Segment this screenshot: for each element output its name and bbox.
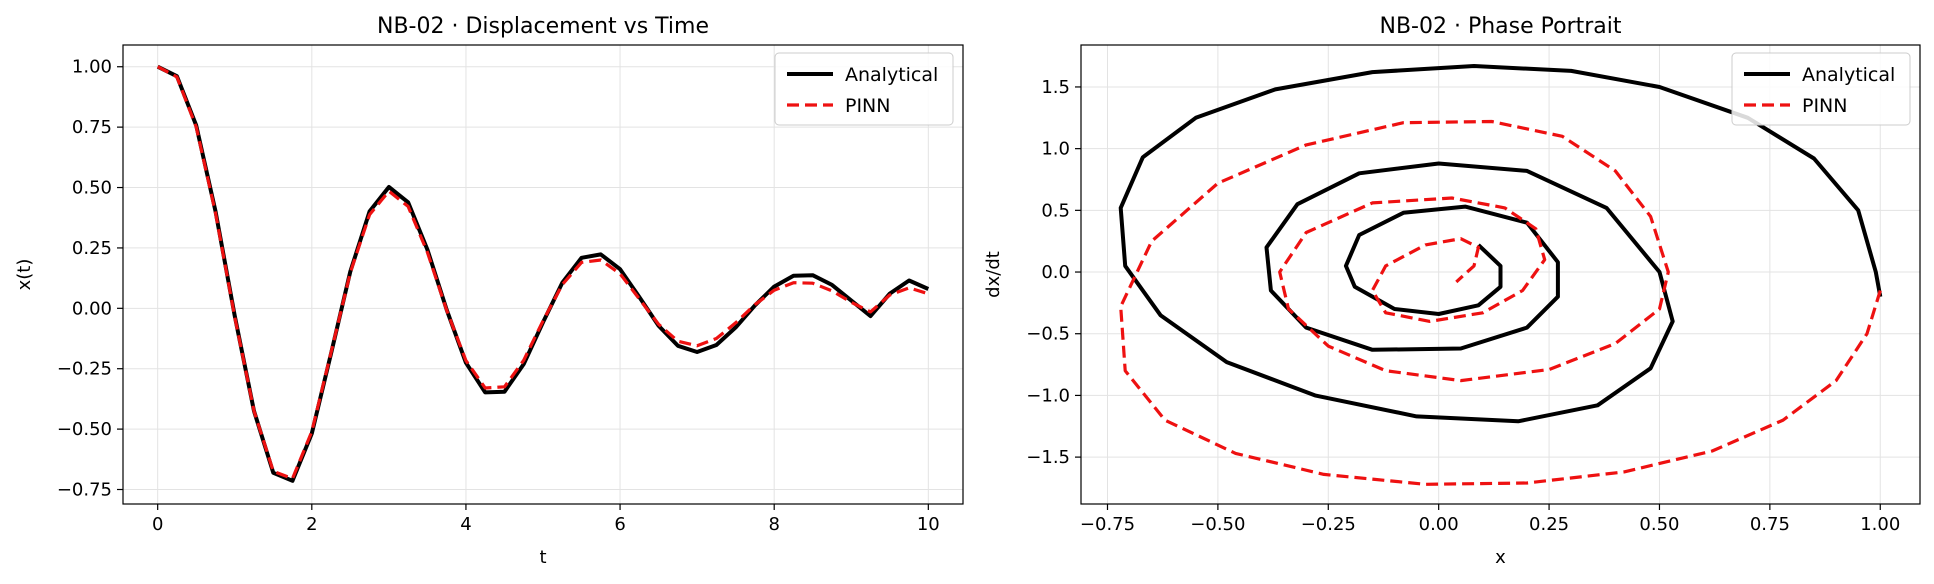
displacement-ytick-label-5: −0.25 xyxy=(57,359,112,380)
displacement-xtick-label-2: 4 xyxy=(460,514,471,535)
phase-xtick-label-6: 0.75 xyxy=(1750,514,1790,535)
displacement-ytick-label-1: 0.75 xyxy=(72,117,112,138)
displacement-axes-frame xyxy=(122,44,964,505)
phase-xtick-label-2: −0.25 xyxy=(1301,514,1356,535)
displacement-xtick-label-1: 2 xyxy=(306,514,317,535)
phase-ytick-label-1: 1.0 xyxy=(1041,139,1070,160)
phase-xtick-label-5: 0.50 xyxy=(1639,514,1679,535)
displacement-x-axis-label: t xyxy=(539,547,546,568)
displacement-ytick-label-3: 0.25 xyxy=(72,238,112,259)
displacement-ytick-label-7: −0.75 xyxy=(57,480,112,501)
phase-series-pinn-line xyxy=(1119,119,1882,486)
phase-legend-label-analytical: Analytical xyxy=(1802,64,1895,86)
phase-axes-frame xyxy=(1080,44,1921,505)
phase-legend-label-pinn: PINN xyxy=(1802,95,1848,117)
displacement-ytick-label-6: −0.50 xyxy=(57,419,112,440)
phase-ytick-label-6: −1.5 xyxy=(1026,447,1070,468)
phase-series-analytical-line xyxy=(1118,64,1883,424)
displacement-y-axis-label: x(t) xyxy=(14,259,35,291)
phase-ytick-label-5: −1.0 xyxy=(1026,385,1070,406)
displacement-legend: Analytical PINN xyxy=(774,52,954,126)
displacement-xtick-label-0: 0 xyxy=(152,514,163,535)
phase-ytick-label-3: 0.0 xyxy=(1041,262,1070,283)
displacement-legend-label-pinn: PINN xyxy=(845,95,891,117)
phase-xtick-label-4: 0.25 xyxy=(1529,514,1569,535)
displacement-ytick-label-4: 0.00 xyxy=(72,298,112,319)
phase-y-axis-label: dx/dt xyxy=(983,251,1004,298)
phase-ytick-label-0: 1.5 xyxy=(1041,77,1070,98)
phase-legend: Analytical PINN xyxy=(1731,52,1911,126)
displacement-chart-title: NB-02 · Displacement vs Time xyxy=(377,14,709,39)
phase-ytick-label-2: 0.5 xyxy=(1041,200,1070,221)
phase-xtick-label-0: −0.75 xyxy=(1080,514,1135,535)
phase-x-axis-label: x xyxy=(1495,547,1506,568)
displacement-ytick-label-0: 1.00 xyxy=(72,57,112,78)
displacement-legend-label-analytical: Analytical xyxy=(845,64,938,86)
phase-xtick-label-3: 0.00 xyxy=(1419,514,1459,535)
phase-xtick-label-7: 1.00 xyxy=(1860,514,1900,535)
displacement-xtick-label-4: 8 xyxy=(768,514,779,535)
displacement-xtick-label-3: 6 xyxy=(614,514,625,535)
phase-legend-box xyxy=(1731,52,1911,126)
phase-series-group xyxy=(1118,64,1883,486)
phase-xtick-label-1: −0.50 xyxy=(1190,514,1245,535)
displacement-chart: 0 2 4 6 8 10 1.00 0.75 0.50 0.25 0.00 −0.25 −0.50 −0.… xyxy=(14,14,964,568)
displacement-series-pinn-line xyxy=(156,65,929,481)
phase-chart: −0.75 −0.50 −0.25 0.00 0.25 0.50 0.75 1.00 1.5 1.… xyxy=(983,14,1921,568)
displacement-legend-box xyxy=(774,52,954,126)
phase-chart-title: NB-02 · Phase Portrait xyxy=(1379,14,1621,39)
displacement-xtick-label-5: 10 xyxy=(917,514,940,535)
displacement-ytick-label-2: 0.50 xyxy=(72,178,112,199)
phase-ytick-label-4: −0.5 xyxy=(1026,324,1070,345)
displacement-series-group xyxy=(156,64,930,483)
